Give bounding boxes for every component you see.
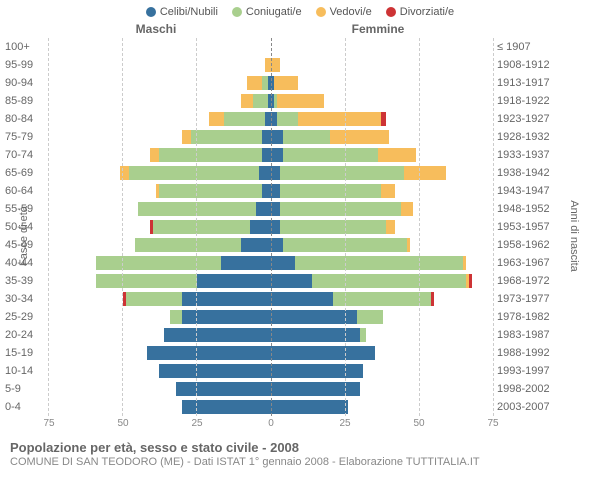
age-label: 90-94 (5, 74, 45, 92)
year-label: 1918-1922 (497, 92, 557, 110)
legend-swatch (316, 7, 326, 17)
year-label: 2003-2007 (497, 398, 557, 416)
year-label: 1958-1962 (497, 236, 557, 254)
pyramid-chart: Fasce di età Anni di nascita 100+95-9990… (0, 38, 600, 434)
legend-label: Coniugati/e (246, 6, 302, 18)
year-label: 1983-1987 (497, 326, 557, 344)
header-male: Maschi (45, 22, 267, 36)
age-label: 75-79 (5, 128, 45, 146)
x-tick: 50 (117, 418, 128, 429)
male-bars-column: 7550250 (49, 38, 271, 434)
year-label: 1938-1942 (497, 164, 557, 182)
year-label: ≤ 1907 (497, 38, 557, 56)
age-label: 5-9 (5, 380, 45, 398)
x-tick: 50 (413, 418, 424, 429)
age-label: 85-89 (5, 92, 45, 110)
header-female: Femmine (267, 22, 489, 36)
legend: Celibi/Nubili Coniugati/e Vedovi/e Divorzia… (0, 0, 600, 22)
x-tick: 25 (191, 418, 202, 429)
age-label: 100+ (5, 38, 45, 56)
year-label: 1953-1957 (497, 218, 557, 236)
legend-swatch (146, 7, 156, 17)
year-label: 1908-1912 (497, 56, 557, 74)
year-label: 1928-1932 (497, 128, 557, 146)
chart-subtitle: COMUNE DI SAN TEODORO (ME) - Dati ISTAT … (10, 456, 590, 468)
age-label: 65-69 (5, 164, 45, 182)
legend-label: Divorziati/e (400, 6, 454, 18)
age-label: 10-14 (5, 362, 45, 380)
year-label: 1993-1997 (497, 362, 557, 380)
x-tick: 75 (43, 418, 54, 429)
chart-footer: Popolazione per età, sesso e stato civil… (0, 434, 600, 468)
age-label: 70-74 (5, 146, 45, 164)
age-label: 30-34 (5, 290, 45, 308)
legend-item: Divorziati/e (386, 6, 454, 18)
age-label: 80-84 (5, 110, 45, 128)
x-tick: 25 (339, 418, 350, 429)
age-label: 25-29 (5, 308, 45, 326)
year-label: 1973-1977 (497, 290, 557, 308)
age-label: 95-99 (5, 56, 45, 74)
age-label: 20-24 (5, 326, 45, 344)
year-label: 1988-1992 (497, 344, 557, 362)
year-label: 1968-1972 (497, 272, 557, 290)
year-label: 1978-1982 (497, 308, 557, 326)
age-label: 60-64 (5, 182, 45, 200)
legend-swatch (232, 7, 242, 17)
age-label: 0-4 (5, 398, 45, 416)
legend-item: Celibi/Nubili (146, 6, 218, 18)
legend-item: Vedovi/e (316, 6, 372, 18)
legend-label: Celibi/Nubili (160, 6, 218, 18)
year-label: 1913-1917 (497, 74, 557, 92)
chart-title: Popolazione per età, sesso e stato civil… (10, 440, 590, 455)
y-axis-left-title: Fasce di età (18, 206, 30, 266)
year-label: 1948-1952 (497, 200, 557, 218)
age-label: 15-19 (5, 344, 45, 362)
female-bars-column: 255075 (271, 38, 493, 434)
year-label: 1923-1927 (497, 110, 557, 128)
year-labels-column: ≤ 19071908-19121913-19171918-19221923-19… (493, 38, 557, 434)
y-axis-right-title: Anni di nascita (568, 200, 580, 272)
gender-headers: Maschi Femmine (0, 22, 600, 36)
year-label: 1933-1937 (497, 146, 557, 164)
age-label: 35-39 (5, 272, 45, 290)
year-label: 1998-2002 (497, 380, 557, 398)
legend-item: Coniugati/e (232, 6, 302, 18)
legend-label: Vedovi/e (330, 6, 372, 18)
year-label: 1963-1967 (497, 254, 557, 272)
x-tick: 75 (487, 418, 498, 429)
year-label: 1943-1947 (497, 182, 557, 200)
legend-swatch (386, 7, 396, 17)
